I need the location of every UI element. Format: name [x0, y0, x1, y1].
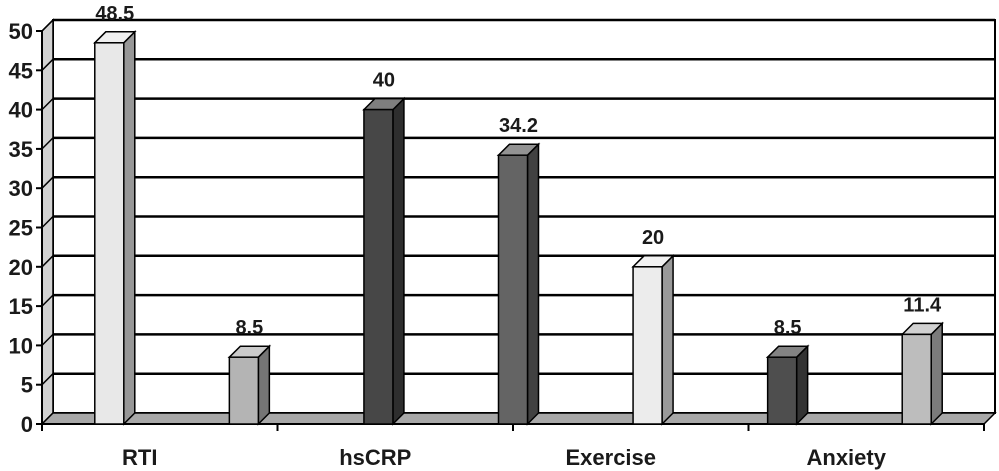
gridline-side	[41, 19, 54, 32]
x-axis-ticks	[41, 424, 985, 431]
category-label: RTI	[122, 445, 157, 470]
gridline-side	[41, 294, 54, 307]
gridline-side	[41, 373, 54, 386]
category-label: hsCRP	[339, 445, 411, 470]
data-label: 48.5	[95, 3, 134, 25]
y-tick-label: 25	[9, 216, 33, 241]
bar-front	[632, 266, 663, 425]
bar-side	[257, 344, 271, 426]
y-tick-label: 10	[9, 333, 33, 358]
y-tick-label: 50	[9, 19, 33, 44]
y-tick-label: 5	[21, 373, 33, 398]
bar-front	[94, 42, 125, 425]
data-label: 11.4	[903, 294, 942, 316]
y-tick-label: 15	[9, 294, 33, 319]
bars	[92, 29, 945, 426]
bar	[900, 321, 945, 426]
bar	[227, 344, 272, 426]
gridline-side	[41, 58, 54, 71]
y-tick-label: 35	[9, 137, 33, 162]
category-labels: RTI hsCRP Exercise Anxiety	[122, 445, 887, 470]
data-label: 20	[642, 227, 664, 249]
data-labels: 48.5 8.5 40 34.2 20 8.5 11.4	[95, 3, 942, 339]
bar-front	[901, 333, 932, 425]
bar-front	[497, 154, 529, 425]
data-label: 8.5	[235, 317, 263, 339]
gridline-side	[41, 176, 54, 189]
bar-side	[661, 253, 674, 426]
data-label: 40	[373, 70, 395, 92]
bar	[631, 253, 675, 426]
bar	[496, 142, 541, 426]
bar-side	[526, 142, 540, 426]
bar-front	[228, 356, 260, 425]
category-label: Anxiety	[807, 445, 887, 470]
bar-front	[363, 108, 394, 425]
bar-side	[930, 321, 943, 426]
y-tick-label: 20	[9, 255, 33, 280]
bar	[92, 29, 137, 426]
gridline-side	[41, 333, 54, 346]
y-tick-label: 40	[9, 98, 33, 123]
gridline-side	[41, 215, 54, 229]
bar	[362, 96, 406, 426]
bar-front	[766, 356, 798, 425]
bar-side	[392, 96, 405, 426]
gridline-side	[41, 98, 54, 111]
y-tick-label: 0	[21, 412, 33, 437]
bar-side	[123, 29, 136, 426]
y-axis-ticks: 0 5 10 15 20 25 30 35 40 45 50	[9, 19, 42, 437]
y-tick-label: 30	[9, 176, 33, 201]
gridline-side	[41, 137, 54, 150]
bar-side	[795, 344, 809, 426]
y-tick-label: 45	[9, 58, 33, 83]
bar	[765, 344, 810, 426]
gridline-side	[41, 255, 54, 268]
category-label: Exercise	[565, 445, 656, 470]
data-label: 8.5	[774, 317, 802, 339]
data-label: 34.2	[499, 115, 538, 137]
